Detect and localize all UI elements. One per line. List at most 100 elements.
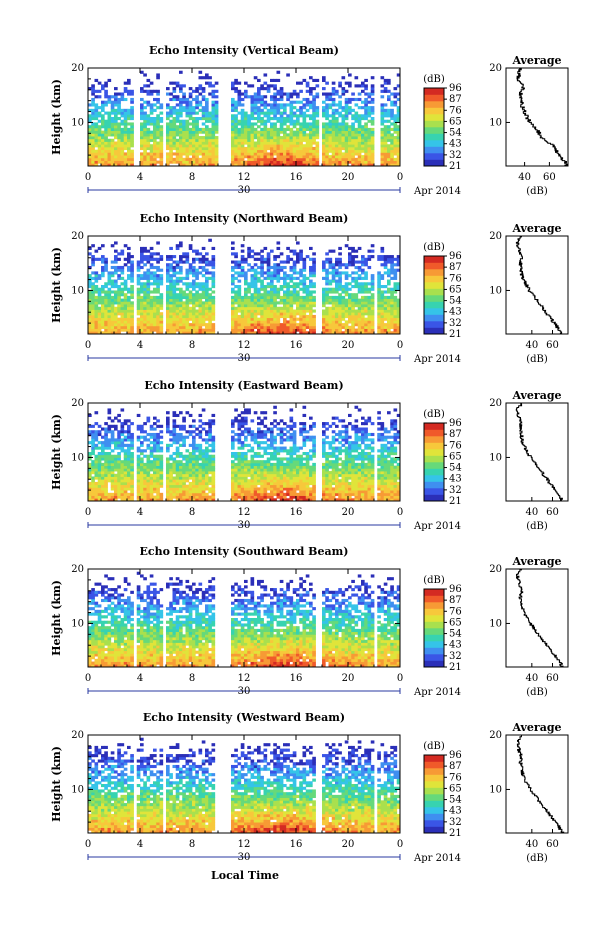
heatmap-cell [189, 269, 193, 272]
heatmap-cell [273, 326, 277, 329]
heatmap-cell [202, 87, 206, 90]
heatmap-cell [88, 471, 92, 474]
heatmap-cell [111, 326, 115, 329]
heatmap-cell [306, 296, 310, 299]
heatmap-cell [117, 296, 121, 299]
heatmap-cell [108, 474, 112, 477]
heatmap-cell [299, 144, 303, 147]
heatmap-cell [95, 444, 99, 447]
heatmap-cell [205, 315, 209, 318]
heatmap-cell [316, 142, 320, 145]
heatmap-cell [241, 318, 245, 321]
heatmap-cell [156, 144, 160, 147]
heatmap-cell [166, 479, 170, 482]
heatmap-cell [186, 147, 190, 150]
heatmap-cell [286, 150, 290, 153]
heatmap-cell [270, 142, 274, 145]
heatmap-cell [212, 103, 216, 106]
heatmap-cell [95, 103, 99, 106]
heatmap-cell [195, 285, 199, 288]
heatmap-cell [273, 128, 277, 131]
heatmap-cell [108, 277, 112, 280]
heatmap-cell [166, 288, 170, 291]
heatmap-cell [117, 269, 121, 272]
heatmap-cell [176, 485, 180, 488]
heatmap-cell [244, 150, 248, 153]
heatmap-cell [361, 150, 365, 153]
heatmap-cell [387, 320, 391, 323]
heatmap-cell [156, 460, 160, 463]
heatmap-cell [192, 323, 196, 326]
heatmap-cell [179, 139, 183, 142]
heatmap-cell [322, 161, 326, 164]
heatmap-cell [121, 161, 125, 164]
heatmap-cell [273, 152, 277, 155]
heatmap-cell [355, 285, 359, 288]
heatmap-cell [166, 277, 170, 280]
heatmap-cell [173, 120, 177, 123]
heatmap-cell [98, 479, 102, 482]
heatmap-cell [95, 144, 99, 147]
heatmap-cell [208, 82, 212, 85]
heatmap-cell [179, 150, 183, 153]
heatmap-cell [238, 274, 242, 277]
heatmap-cell [270, 122, 274, 125]
heatmap-cell [332, 274, 336, 277]
heatmap-cell [387, 329, 391, 332]
heatmap-cell [238, 90, 242, 93]
heatmap-cell [325, 109, 329, 112]
heatmap-cell [338, 133, 342, 136]
heatmap-cell [98, 463, 102, 466]
heatmap-cell [140, 329, 144, 332]
heatmap-cell [127, 155, 131, 158]
heatmap-cell [130, 255, 134, 258]
heatmap-cell [290, 304, 294, 307]
heatmap-cell [186, 320, 190, 323]
heatmap-cell [260, 282, 264, 285]
heatmap-cell [140, 312, 144, 315]
heatmap-cell [325, 112, 329, 115]
heatmap-cell [108, 447, 112, 450]
x-tick-label: 0 [85, 172, 91, 183]
heatmap-cell [254, 326, 258, 329]
heatmap-cell [205, 147, 209, 150]
heatmap-cell [345, 98, 349, 101]
heatmap-cell [290, 285, 294, 288]
heatmap-cell [351, 315, 355, 318]
heatmap-cell [244, 312, 248, 315]
heatmap-cell [166, 87, 170, 90]
heatmap-cell [329, 114, 333, 117]
heatmap-cell [254, 136, 258, 139]
heatmap-cell [179, 455, 183, 458]
heatmap-cell [277, 255, 281, 258]
heatmap-cell [371, 133, 375, 136]
heatmap-cell [140, 158, 144, 161]
heatmap-cell [247, 288, 251, 291]
heatmap-cell [199, 310, 203, 313]
heatmap-cell [335, 120, 339, 123]
heatmap-cell [199, 258, 203, 261]
heatmap-cell [114, 117, 118, 120]
heatmap-cell [169, 131, 173, 134]
heatmap-cell [390, 320, 394, 323]
heatmap-cell [124, 161, 128, 164]
heatmap-cell [316, 147, 320, 150]
heatmap-cell [234, 252, 238, 255]
heatmap-cell [384, 82, 388, 85]
heatmap-cell [277, 79, 281, 82]
heatmap-cell [160, 269, 164, 272]
heatmap-cell [147, 147, 151, 150]
heatmap-cell [338, 131, 342, 134]
heatmap-cell [238, 315, 242, 318]
heatmap-cell [286, 147, 290, 150]
heatmap-cell [273, 84, 277, 87]
heatmap-cell [202, 144, 206, 147]
heatmap-cell [108, 147, 112, 150]
heatmap-cell [325, 106, 329, 109]
heatmap-cell [381, 296, 385, 299]
heatmap-cell [286, 310, 290, 313]
heatmap-cell [381, 304, 385, 307]
heatmap-cell [176, 318, 180, 321]
heatmap-cell [335, 320, 339, 323]
heatmap-cell [293, 139, 297, 142]
